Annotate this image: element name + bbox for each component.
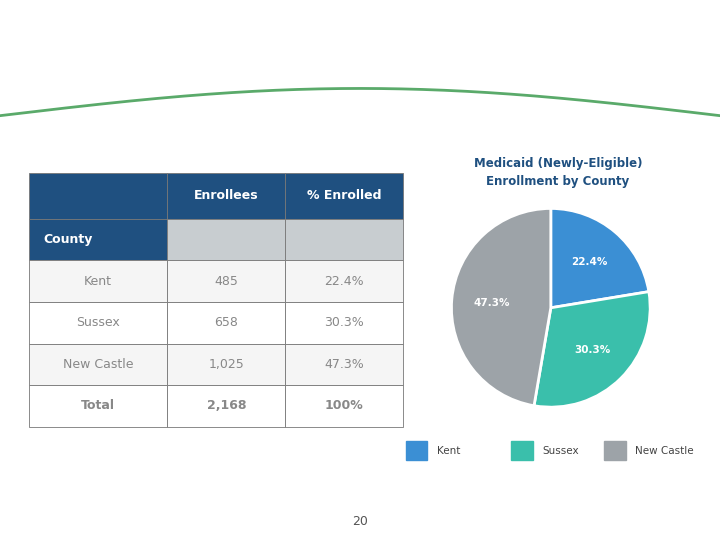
Text: Medicaid (Newly Eligible) Enrollment Update:: Medicaid (Newly Eligible) Enrollment Upd… [22, 8, 503, 26]
Text: Enrollees: Enrollees [194, 190, 258, 202]
FancyBboxPatch shape [29, 219, 167, 260]
Text: 485: 485 [215, 275, 238, 288]
Wedge shape [451, 208, 551, 406]
Text: Sussex: Sussex [76, 316, 120, 329]
Text: 47.3%: 47.3% [473, 298, 510, 308]
FancyBboxPatch shape [285, 302, 403, 343]
Text: Total: Total [81, 400, 115, 413]
Text: 47.3%: 47.3% [324, 358, 364, 371]
Text: New Castle: New Castle [63, 358, 133, 371]
FancyBboxPatch shape [285, 173, 403, 219]
FancyBboxPatch shape [285, 343, 403, 385]
FancyBboxPatch shape [29, 385, 167, 427]
Text: 2,168: 2,168 [207, 400, 246, 413]
Text: % Enrolled: % Enrolled [307, 190, 382, 202]
Wedge shape [534, 292, 650, 407]
Text: 22.4%: 22.4% [571, 258, 608, 267]
FancyBboxPatch shape [167, 173, 285, 219]
Text: 20: 20 [352, 515, 368, 528]
Text: Comparison by County: Comparison by County [22, 57, 260, 77]
Text: Sussex: Sussex [542, 446, 579, 456]
FancyBboxPatch shape [285, 219, 403, 260]
Text: 100%: 100% [325, 400, 364, 413]
FancyBboxPatch shape [167, 219, 285, 260]
FancyBboxPatch shape [29, 173, 167, 219]
FancyBboxPatch shape [167, 385, 285, 427]
Bar [511, 442, 533, 460]
Text: Medicaid (Newly-Eligible)
Enrollment by County: Medicaid (Newly-Eligible) Enrollment by … [474, 157, 642, 188]
FancyBboxPatch shape [29, 260, 167, 302]
Text: Kent: Kent [437, 446, 460, 456]
Bar [406, 442, 428, 460]
Text: 30.3%: 30.3% [575, 345, 611, 355]
Text: Kent: Kent [84, 275, 112, 288]
Text: 1,025: 1,025 [208, 358, 244, 371]
FancyBboxPatch shape [29, 343, 167, 385]
FancyBboxPatch shape [285, 385, 403, 427]
FancyBboxPatch shape [285, 260, 403, 302]
FancyBboxPatch shape [167, 260, 285, 302]
Text: 30.3%: 30.3% [324, 316, 364, 329]
Text: New Castle: New Castle [635, 446, 693, 456]
Text: 658: 658 [215, 316, 238, 329]
Text: 22.4%: 22.4% [325, 275, 364, 288]
FancyBboxPatch shape [29, 302, 167, 343]
Bar [604, 442, 626, 460]
FancyBboxPatch shape [167, 302, 285, 343]
Wedge shape [551, 208, 649, 308]
Text: County: County [44, 233, 93, 246]
FancyBboxPatch shape [167, 343, 285, 385]
